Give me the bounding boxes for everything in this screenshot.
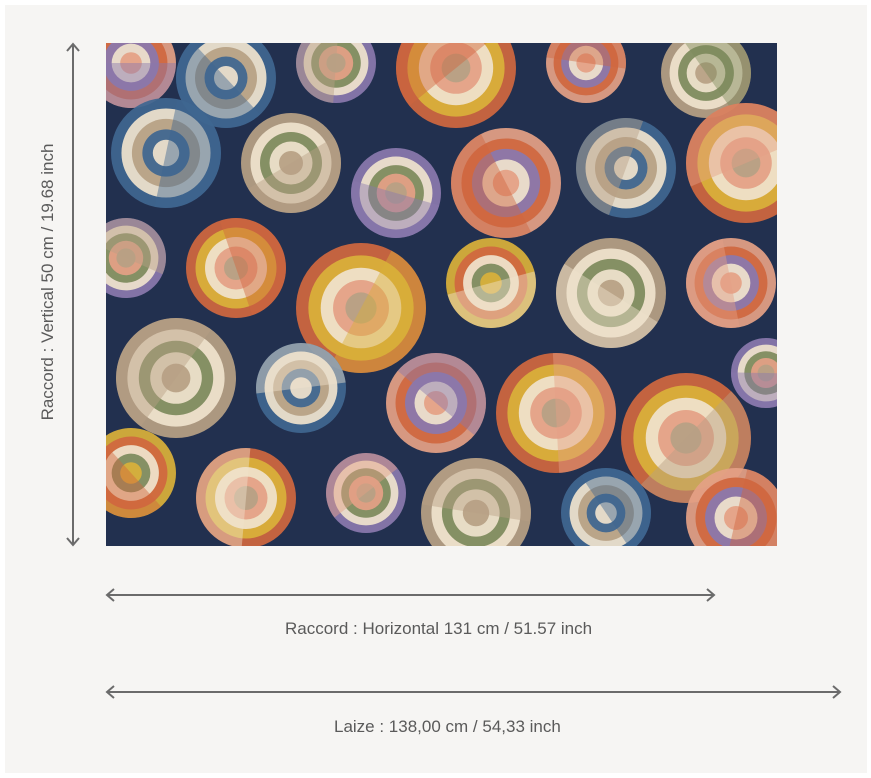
pattern-circle — [546, 43, 626, 103]
pattern-circle — [576, 118, 676, 218]
wallpaper-pattern-image — [106, 43, 777, 546]
horizontal-repeat-label: Raccord : Horizontal 131 cm / 51.57 inch — [285, 619, 593, 638]
pattern-circle — [421, 458, 531, 546]
pattern-circle — [686, 103, 777, 223]
horizontal-repeat-arrow — [105, 588, 716, 602]
pattern-circle — [106, 428, 176, 518]
width-label: Laize : 138,00 cm / 54,33 inch — [334, 717, 561, 736]
pattern-circle — [106, 218, 166, 298]
pattern-circle — [106, 43, 176, 108]
pattern-circle — [296, 243, 426, 373]
pattern-circle — [116, 318, 236, 438]
pattern-circle — [396, 43, 516, 128]
pattern-circle — [686, 238, 776, 328]
pattern-circle — [256, 343, 346, 433]
pattern-circle — [196, 448, 296, 546]
pattern-circle — [296, 43, 376, 103]
pattern-circle — [556, 238, 666, 349]
pattern-circle — [111, 98, 221, 208]
pattern-circle — [731, 338, 777, 408]
pattern-circle — [451, 128, 561, 238]
pattern-circle — [496, 353, 616, 473]
width-dimension-arrow — [105, 685, 842, 699]
vertical-repeat-label: Raccord : Vertical 50 cm / 19.68 inch — [38, 143, 57, 421]
pattern-circle — [351, 148, 441, 238]
pattern-circle — [241, 113, 341, 213]
pattern-circle — [326, 453, 406, 533]
pattern-circle — [661, 43, 751, 118]
pattern-circle — [186, 218, 286, 318]
pattern-circle — [686, 468, 777, 546]
vertical-dimension-arrow — [66, 42, 80, 547]
pattern-circle — [561, 468, 651, 546]
pattern-circle — [176, 43, 276, 128]
pattern-circle — [386, 353, 486, 453]
pattern-circle — [446, 238, 536, 328]
circle-pattern-illustration — [106, 43, 777, 546]
